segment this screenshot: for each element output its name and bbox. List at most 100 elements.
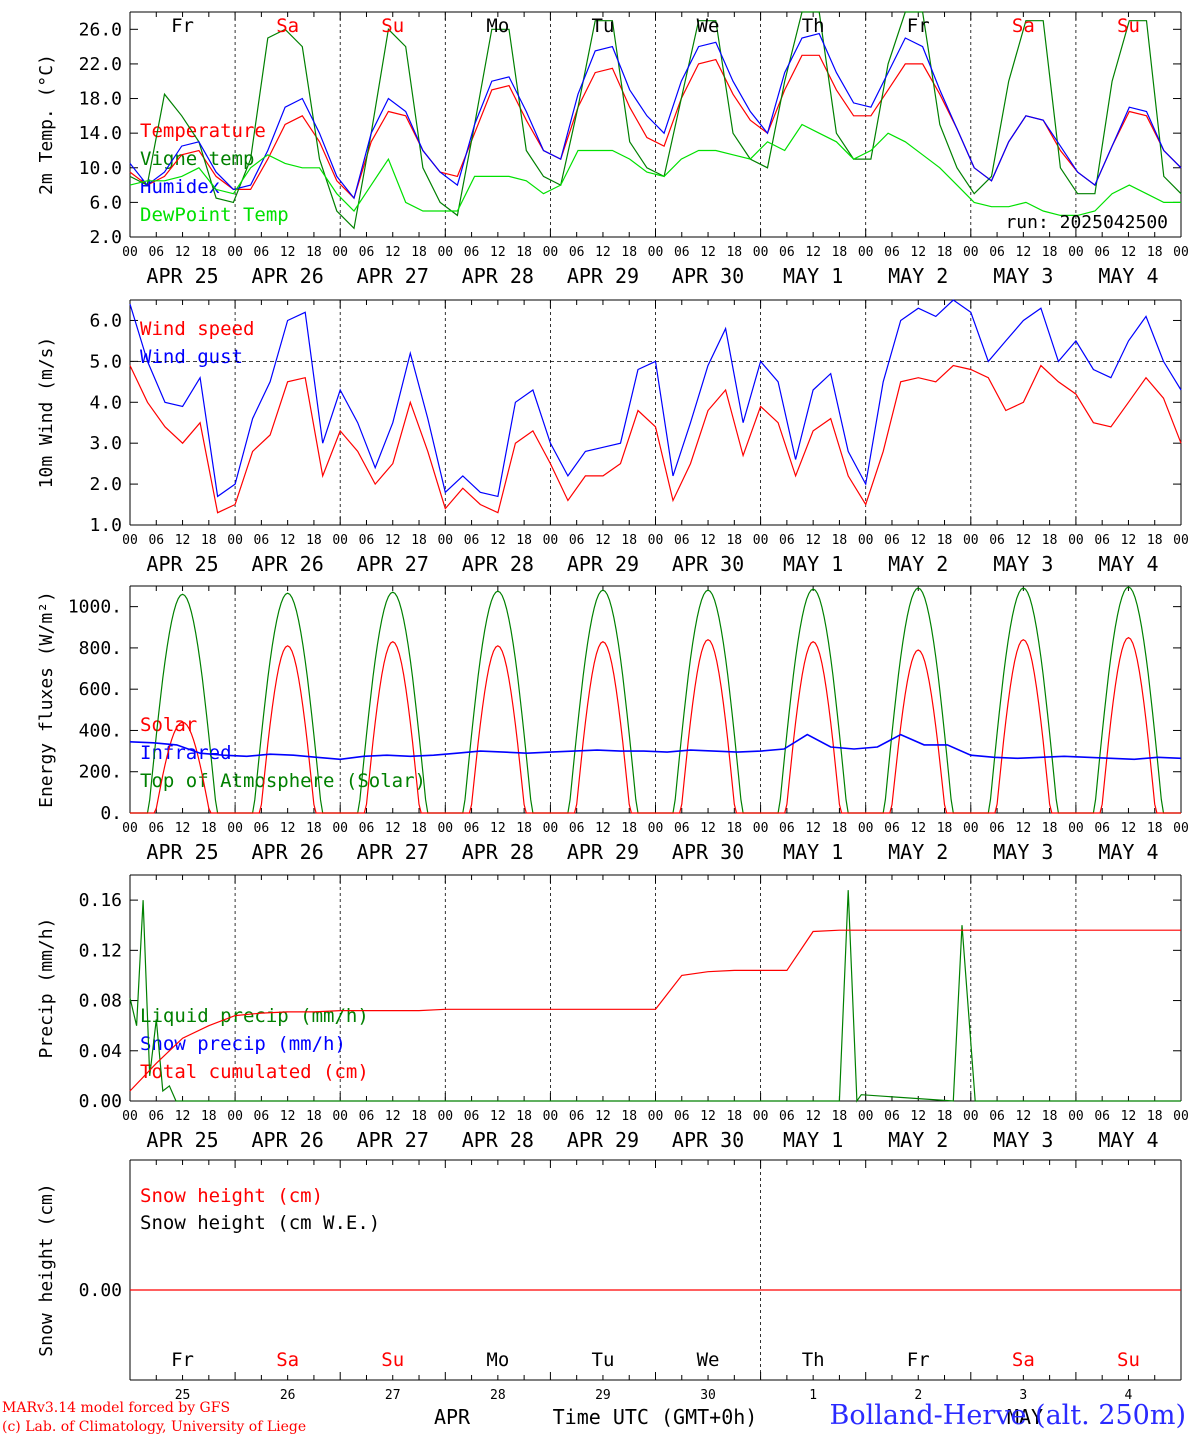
date-label: MAY 2: [888, 264, 948, 288]
date-label: APR 27: [357, 840, 429, 864]
day-number-label: 26: [280, 1388, 296, 1403]
date-label: MAY 3: [993, 264, 1053, 288]
day-number-label: 3: [1019, 1388, 1027, 1403]
hour-tick-label: 12: [805, 245, 821, 260]
hour-tick-label: 00: [963, 245, 979, 260]
hour-tick-label: 12: [175, 1109, 191, 1124]
hour-tick-label: 00: [648, 821, 664, 836]
hour-tick-label: 00: [122, 245, 138, 260]
weekday-label: Th: [802, 15, 825, 37]
hour-tick-label: 12: [280, 1109, 296, 1124]
date-label: MAY 4: [1098, 840, 1158, 864]
hour-tick-label: 06: [148, 245, 164, 260]
hour-tick-label: 12: [280, 533, 296, 548]
weekday-label: Su: [381, 15, 404, 37]
y-tick-label: 26.0: [79, 19, 122, 40]
hour-tick-label: 12: [1016, 821, 1032, 836]
lab-credit: (c) Lab. of Climatology, University of L…: [2, 1419, 307, 1435]
series-dewpoint-temp: [129, 123, 1181, 216]
y-axis-label: 2m Temp. (°C): [36, 54, 57, 195]
date-label: APR 26: [252, 1128, 324, 1152]
hour-tick-label: 12: [175, 245, 191, 260]
hour-tick-label: 12: [280, 821, 296, 836]
date-label: MAY 3: [993, 552, 1053, 576]
legend-entry: Total cumulated (cm): [140, 1061, 369, 1083]
run-label: run: 2025042500: [1005, 212, 1168, 233]
hour-tick-label: 06: [254, 245, 270, 260]
hour-tick-label: 00: [122, 1109, 138, 1124]
hour-tick-label: 06: [779, 821, 795, 836]
series-solar: [130, 636, 1181, 814]
hour-tick-label: 12: [700, 821, 716, 836]
hour-tick-label: 12: [1121, 245, 1137, 260]
y-tick-label: 0.: [100, 803, 122, 824]
hour-tick-label: 00: [648, 533, 664, 548]
hour-tick-label: 06: [359, 821, 375, 836]
day-number-label: 28: [490, 1388, 506, 1403]
hour-tick-label: 06: [989, 821, 1005, 836]
y-axis-label: Snow height (cm): [36, 1183, 57, 1356]
hour-tick-label: 12: [175, 533, 191, 548]
hour-tick-label: 00: [963, 821, 979, 836]
legend-entry: Wind gust: [140, 346, 243, 368]
hour-tick-label: 18: [516, 821, 532, 836]
hour-tick-label: 12: [700, 1109, 716, 1124]
y-tick-label: 0.12: [79, 940, 122, 961]
y-tick-label: 400.: [79, 720, 122, 741]
date-label: APR 30: [672, 264, 744, 288]
hour-tick-label: 12: [490, 1109, 506, 1124]
hour-tick-label: 00: [332, 245, 348, 260]
date-label: APR 29: [567, 840, 639, 864]
hour-tick-label: 12: [1121, 533, 1137, 548]
hour-tick-label: 00: [753, 821, 769, 836]
hour-tick-label: 12: [595, 245, 611, 260]
hour-tick-label: 12: [280, 245, 296, 260]
day-number-label: 30: [700, 1388, 716, 1403]
date-label: APR 29: [567, 264, 639, 288]
date-label: APR 27: [357, 264, 429, 288]
weekday-label: Fr: [907, 15, 930, 37]
hour-tick-label: 00: [543, 533, 559, 548]
hour-tick-label: 12: [1016, 533, 1032, 548]
hour-tick-label: 18: [201, 533, 217, 548]
date-label: APR 25: [146, 552, 218, 576]
hour-tick-label: 12: [1121, 821, 1137, 836]
date-label: APR 29: [567, 1128, 639, 1152]
hour-tick-label: 00: [648, 245, 664, 260]
hour-tick-label: 06: [148, 1109, 164, 1124]
month-left-label: APR: [434, 1405, 471, 1429]
hour-tick-label: 12: [175, 821, 191, 836]
y-axis-label: Precip (mm/h): [36, 918, 57, 1059]
hour-tick-label: 00: [437, 245, 453, 260]
time-axis-label: Time UTC (GMT+0h): [553, 1405, 758, 1429]
hour-tick-label: 12: [595, 533, 611, 548]
weekday-label: Sa: [1012, 15, 1035, 37]
hour-tick-label: 06: [1094, 245, 1110, 260]
y-tick-label: 0.04: [79, 1041, 122, 1062]
legend-entry: Snow height (cm W.E.): [140, 1212, 380, 1234]
date-label: APR 26: [252, 264, 324, 288]
date-label: MAY 3: [993, 1128, 1053, 1152]
date-label: APR 28: [462, 552, 534, 576]
hour-tick-label: 12: [385, 533, 401, 548]
panel-1: 00 06 12 18 00 06 12 18 00 06 12 18 00 06 12 18 00 06 12 18…: [36, 11, 1189, 288]
hour-tick-label: 12: [595, 1109, 611, 1124]
hour-tick-label: 00: [963, 1109, 979, 1124]
hour-tick-label: 00: [1068, 821, 1084, 836]
hour-tick-label: 18: [1042, 245, 1058, 260]
hour-tick-label: 06: [464, 533, 480, 548]
hour-tick-label: 12: [490, 245, 506, 260]
hour-tick-label: 06: [989, 533, 1005, 548]
y-tick-label: 0.08: [79, 991, 122, 1012]
hour-tick-label: 18: [411, 245, 427, 260]
hour-tick-label: 18: [726, 1109, 742, 1124]
panel-2: 00 06 12 18 00 06 12 18 00 06 12 18 00 06 12 18 00 06 12 18…: [36, 299, 1189, 576]
hour-tick-label: 12: [805, 533, 821, 548]
hour-tick-label: 06: [464, 1109, 480, 1124]
y-tick-label: 6.0: [89, 192, 122, 213]
hour-tick-label: 06: [1094, 1109, 1110, 1124]
hour-tick-label: 00: [753, 245, 769, 260]
date-label: APR 26: [252, 840, 324, 864]
y-tick-label: 5.0: [89, 351, 122, 372]
weekday-label: Tu: [592, 15, 615, 37]
